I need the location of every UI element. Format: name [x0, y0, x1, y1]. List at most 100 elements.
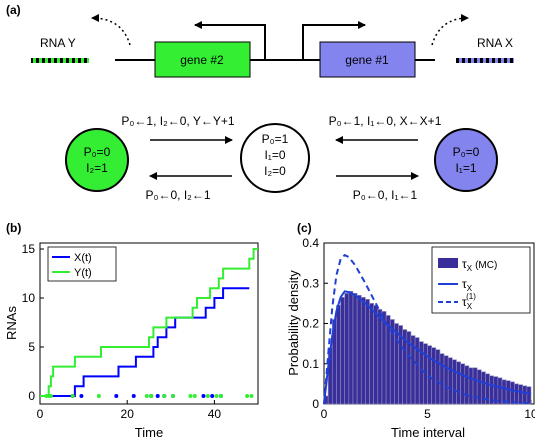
x-event-dot: [114, 394, 119, 398]
panel-b-ylabel: RNAs: [4, 306, 19, 340]
y-event-dot: [245, 394, 250, 398]
transition-right-to-center-label: P₀←0, I₁←1: [353, 188, 418, 202]
histogram-bar: [460, 363, 466, 405]
panel-c-xlabel: Time interval: [391, 425, 465, 440]
histogram-bar: [377, 309, 383, 405]
gene-2-box: [154, 41, 251, 78]
panel-a: (a) gene #2 gene #1 RNA Y RNA X P₀=0 I₂=…: [6, 3, 514, 202]
y-event-dot: [149, 394, 154, 398]
panel-b-ytick-label: 5: [28, 340, 35, 354]
histogram-bar: [385, 315, 391, 405]
rna-x-label: RNA X: [477, 36, 513, 50]
state-left-line1: P₀=0: [84, 145, 111, 159]
panel-b-xtick-label: 0: [37, 407, 44, 421]
y-event-dot: [205, 394, 210, 398]
histogram-bar: [443, 355, 449, 405]
histogram-bar: [431, 347, 437, 405]
histogram-bar: [505, 380, 511, 405]
histogram-bar: [381, 311, 387, 405]
tau-x-solid-curve: [323, 290, 532, 405]
state-center-circle: [240, 123, 310, 193]
panel-c-ytick-label: 0.4: [302, 236, 319, 250]
histogram-bar: [447, 357, 453, 405]
transition-left-to-center-label: P₀←0, I₂←1: [146, 188, 211, 202]
y-event-dot: [214, 394, 219, 398]
panel-b-ytick-label: 0: [28, 389, 35, 403]
x-event-dot: [79, 394, 84, 398]
x-event-dot: [201, 394, 206, 398]
panel-b-ytick-label: 15: [22, 242, 36, 256]
histogram-bar: [356, 295, 362, 405]
panel-b-plot-area: [40, 248, 258, 398]
rna-x-strand: [456, 58, 514, 63]
histogram-bar: [360, 297, 366, 405]
series-y-line: [40, 248, 258, 397]
panel-b-legend-box: [47, 246, 117, 282]
histogram-bar: [373, 305, 379, 405]
panel-b-label: (b): [6, 221, 21, 235]
state-right-line2: I₁=1: [455, 161, 476, 175]
histogram-bar: [435, 349, 441, 405]
y-event-dot: [162, 394, 167, 398]
gene-1-box: [319, 41, 416, 78]
panel-c-ylabel: Probability density: [286, 270, 301, 376]
state-left-line2: I₂=1: [86, 161, 108, 175]
panel-c-xtick-label: 10: [524, 407, 535, 421]
panel-b-axes-box: [39, 242, 259, 405]
histogram-bar: [514, 383, 519, 405]
histogram-bar: [452, 359, 457, 405]
panel-c-xtick-label: 0: [321, 407, 328, 421]
y-event-dot: [48, 394, 53, 398]
promoter-left-arrow: [194, 21, 266, 60]
panel-c-ytick-label: 0.2: [302, 317, 319, 331]
panel-b-legend: X(t) Y(t): [47, 246, 117, 282]
histogram-bar: [348, 290, 354, 405]
histogram-bar: [344, 293, 350, 405]
legend-solid-label: τX: [462, 277, 473, 293]
legend-y-label: Y(t): [74, 267, 92, 279]
rna-y-strand: [31, 58, 89, 63]
legend-bars-swatch: [438, 258, 458, 268]
histogram-bar: [476, 369, 482, 405]
state-center-line1: P₀=1: [262, 132, 289, 146]
transition-center-to-right-label: P₀←1, I₁←0, X←X+1: [329, 114, 442, 128]
panel-c-ytick-label: 0.3: [302, 276, 319, 290]
histogram-bar: [439, 353, 445, 405]
state-left-circle: [65, 128, 129, 192]
series-x-line: [40, 287, 250, 397]
state-center-line3: I₂=0: [264, 164, 286, 178]
panel-b: (b) 0 20 40 0 5 10 15 Time RNAs X(t) Y(t): [4, 221, 259, 440]
state-center-line2: I₁=0: [264, 148, 285, 162]
panel-b-xlabel: Time: [135, 425, 163, 440]
panel-c-ytick-label: 0.1: [302, 357, 319, 371]
x-event-dot: [131, 394, 136, 398]
histogram-bar: [468, 367, 474, 405]
panel-c-ytick-label: 0: [312, 397, 319, 411]
y-event-dot: [188, 394, 193, 398]
histogram-bar: [352, 293, 358, 405]
y-event-dot: [218, 394, 223, 398]
panel-c: (c) 0 5 10 0 0.1 0.2 0.3 0.4 Time interval Prob…: [286, 221, 535, 440]
histogram-bar: [427, 345, 432, 405]
y-event-dot: [96, 394, 101, 398]
rna-y-label: RNA Y: [40, 36, 76, 50]
panel-c-legend-box: [431, 246, 531, 314]
histogram-bar: [518, 384, 524, 405]
histogram-bar: [464, 365, 470, 405]
legend-x-label: X(t): [74, 252, 92, 264]
panel-a-label: (a): [6, 3, 21, 17]
histogram-bar: [522, 385, 528, 405]
transition-center-to-left-label: P₀←1, I₂←0, Y←Y+1: [121, 114, 234, 128]
panel-b-ticks: 0 20 40 0 5 10 15: [22, 242, 222, 421]
histogram-bar: [509, 381, 515, 405]
panel-b-ytick-label: 10: [22, 291, 36, 305]
promoter-right-arrow: [302, 21, 366, 60]
histogram-bar: [394, 323, 399, 405]
histogram-bar: [365, 299, 370, 405]
x-event-dot: [155, 394, 160, 398]
y-event-dot: [170, 394, 175, 398]
panel-c-legend: τX (MC) τX τX(1): [431, 246, 531, 314]
panel-c-plot-area: [323, 253, 532, 405]
histogram-bar: [423, 343, 428, 405]
